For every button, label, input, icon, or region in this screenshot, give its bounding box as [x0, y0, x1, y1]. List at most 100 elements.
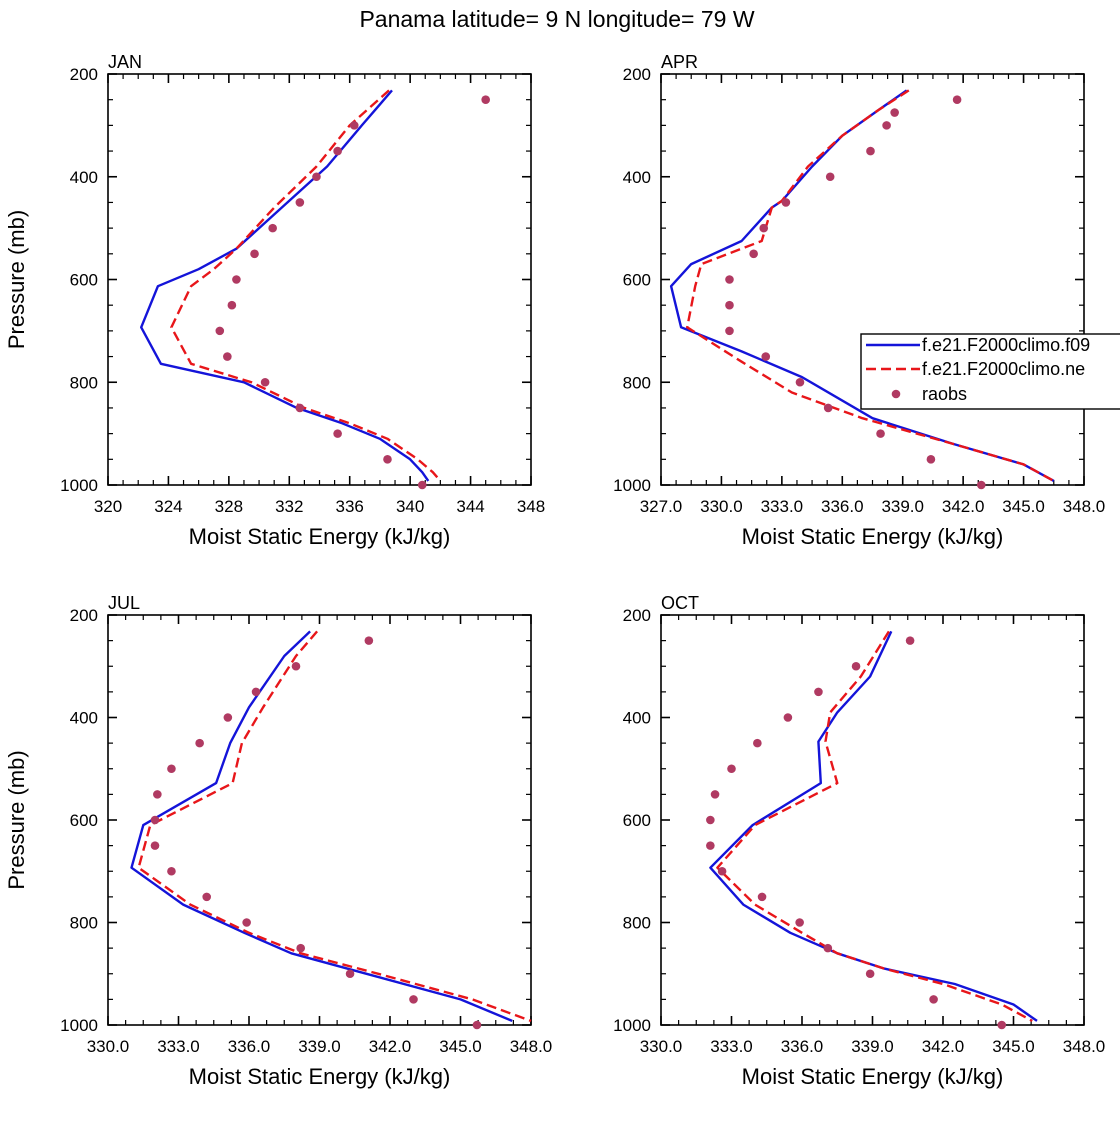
panel-oct: OCT 200 400 600 800 1000 330.0 333.0 336.0 339.0 3…: [613, 593, 1105, 1089]
panel-apr: APR 200 400 600 800 1000 327.0 330.0 333.0 336.0 3…: [613, 52, 1105, 549]
x-tick-label: 328: [215, 497, 243, 516]
raobs-point: [823, 403, 833, 413]
legend-label: f.e21.F2000climo.f09: [922, 335, 1090, 355]
raobs-point: [383, 455, 392, 464]
raobs-point: [349, 121, 359, 130]
series-line-f09: [669, 89, 1055, 482]
series-line-ne30: [686, 89, 1055, 482]
raobs-point: [717, 866, 727, 876]
x-axis-label: Moist Static Energy (kJ/kg): [742, 1064, 1004, 1089]
raobs-point: [242, 918, 251, 927]
x-tick-label: 330.0: [640, 1037, 683, 1056]
raobs-point: [823, 943, 833, 953]
x-tick-label: 342.0: [942, 497, 985, 516]
plot-frame: [660, 73, 1085, 486]
y-tick-label: 800: [623, 914, 651, 933]
raobs-point: [727, 764, 736, 774]
series-line-f09: [139, 89, 430, 482]
raobs-point: [749, 249, 758, 259]
x-tick-label: 345.0: [439, 1037, 482, 1056]
raobs-point: [150, 815, 160, 825]
y-tick-label: 400: [623, 168, 651, 187]
raobs-point: [295, 198, 305, 207]
raobs-point: [232, 275, 241, 284]
panel-title: JAN: [108, 52, 142, 72]
raobs-point: [295, 403, 305, 413]
panel-jan: JAN 200 400 600 800 1000 320 324 328 332 336 340 344…: [4, 52, 545, 549]
y-tick-label: 1000: [613, 1016, 651, 1035]
raobs-point: [312, 172, 321, 182]
raobs-point: [865, 969, 875, 979]
x-tick-label: 344: [456, 497, 484, 516]
figure-title: Panama latitude= 9 N longitude= 79 W: [359, 6, 754, 32]
x-tick-label: 327.0: [640, 497, 683, 516]
panel-title: APR: [661, 52, 698, 72]
y-axis-label: Pressure (mb): [4, 750, 29, 889]
x-tick-label: 330.0: [700, 497, 743, 516]
raobs-point: [223, 713, 233, 722]
raobs-point: [710, 790, 720, 799]
raobs-point: [153, 790, 162, 799]
x-tick-label: 336: [336, 497, 364, 516]
raobs-point: [952, 95, 962, 104]
x-tick-label: 330.0: [87, 1037, 130, 1056]
x-tick-label: 348.0: [1063, 1037, 1106, 1056]
plot-frame: [107, 614, 532, 1026]
x-tick-label: 345.0: [1002, 497, 1045, 516]
y-tick-label: 600: [623, 811, 651, 830]
raobs-point: [757, 892, 767, 902]
x-axis-label: Moist Static Energy (kJ/kg): [189, 524, 451, 549]
legend: f.e21.F2000climo.f09 f.e21.F2000climo.ne r…: [860, 333, 1120, 410]
x-tick-label: 342.0: [369, 1037, 412, 1056]
raobs-point: [215, 326, 225, 336]
raobs-point: [333, 429, 342, 438]
raobs-point: [409, 995, 418, 1004]
x-tick-label: 332: [275, 497, 303, 516]
raobs-point: [725, 275, 734, 284]
raobs-point: [472, 1020, 482, 1030]
x-tick-label: 339.0: [298, 1037, 341, 1056]
raobs-point: [814, 687, 823, 697]
raobs-point: [759, 223, 769, 233]
raobs-point: [825, 172, 835, 182]
raobs-point: [761, 352, 771, 361]
y-tick-label: 200: [70, 606, 98, 625]
raobs-point: [725, 300, 734, 310]
y-tick-label: 600: [623, 271, 651, 290]
x-tick-label: 336.0: [821, 497, 864, 516]
raobs-point: [876, 429, 885, 438]
y-tick-label: 400: [70, 709, 98, 728]
legend-label: raobs: [922, 384, 967, 404]
x-tick-label: 348.0: [1063, 497, 1106, 516]
raobs-point: [227, 300, 237, 310]
y-tick-label: 200: [70, 65, 98, 84]
raobs-point: [251, 687, 261, 697]
legend-label: f.e21.F2000climo.ne: [922, 359, 1085, 379]
y-tick-label: 1000: [60, 476, 98, 495]
x-tick-label: 333.0: [710, 1037, 753, 1056]
raobs-point: [202, 892, 211, 902]
raobs-point: [706, 815, 715, 825]
raobs-point: [167, 866, 176, 876]
x-axis-label: Moist Static Energy (kJ/kg): [742, 524, 1004, 549]
raobs-point: [195, 738, 204, 748]
raobs-point: [997, 1020, 1007, 1030]
raobs-point: [417, 480, 427, 490]
y-tick-label: 200: [623, 65, 651, 84]
y-tick-label: 600: [70, 271, 98, 290]
raobs-point: [890, 108, 899, 117]
y-tick-label: 800: [70, 914, 98, 933]
x-tick-label: 336.0: [228, 1037, 271, 1056]
raobs-point: [223, 352, 232, 361]
y-tick-label: 1000: [60, 1016, 98, 1035]
raobs-point: [250, 249, 259, 259]
panels: JAN 200 400 600 800 1000 320 324 328 332 336 340 344…: [4, 52, 1105, 1089]
raobs-point: [781, 198, 791, 207]
y-tick-label: 400: [623, 709, 651, 728]
x-axis-label: Moist Static Energy (kJ/kg): [189, 1064, 451, 1089]
y-axis-label: Pressure (mb): [4, 210, 29, 349]
y-tick-label: 800: [70, 373, 98, 392]
y-tick-label: 1000: [613, 476, 651, 495]
